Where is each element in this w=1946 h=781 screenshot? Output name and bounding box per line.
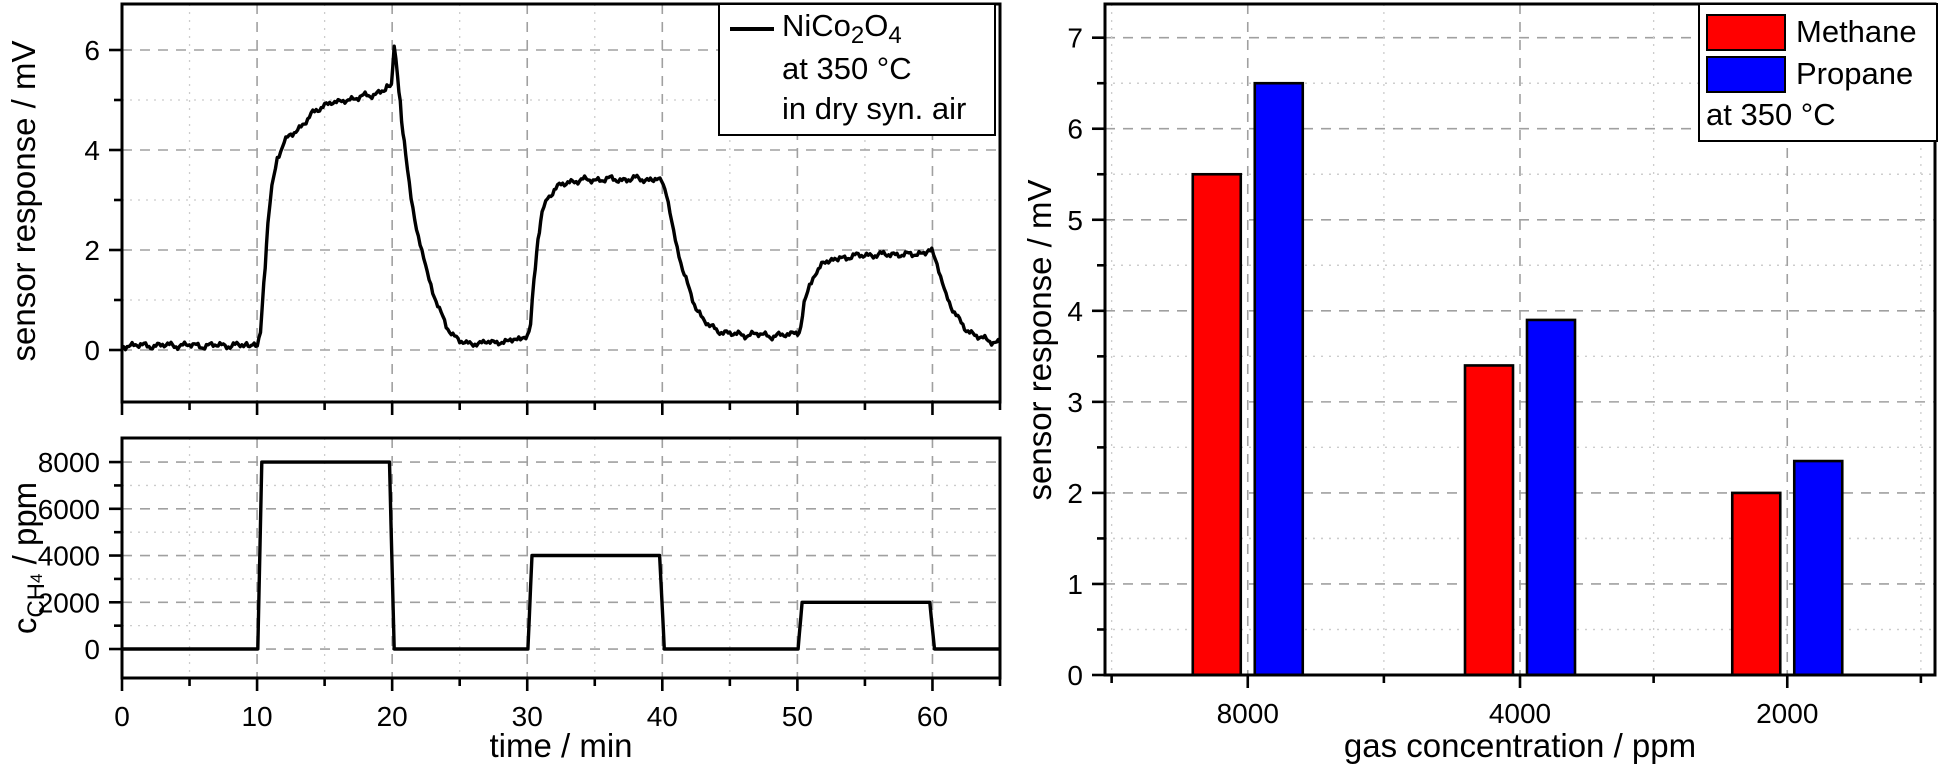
y-tick-label: 0 [1067,660,1083,691]
concentration-y-axis-label: cCH4 / ppm [6,403,50,713]
time-x-axis-label: time / min [489,727,633,764]
y-tick-label: 6 [84,35,100,66]
bar-y-axis-label: sensor response / mV [1021,179,1058,501]
y-axis-ticks: 0 2000 4000 6000 8000 [38,447,122,665]
x-axis-ticks: 8000 4000 2000 [1110,675,1923,729]
legend-material-label: NiCo2O4 [782,8,902,50]
y-tick-label: 4 [84,135,100,166]
legend-line-sample [730,27,774,31]
bar-methane-4000 [1463,364,1515,677]
y-tick-label: 3 [1067,387,1083,418]
plot-frame [120,2,1002,404]
y-axis-ticks: 0 1 2 3 4 5 6 7 [1067,23,1105,691]
x-tick-label: 50 [782,701,813,732]
bar-propane-4000 [1525,318,1577,677]
methane-label: Methane [1796,14,1917,49]
gridlines [122,438,1000,678]
material-part: O [864,7,889,43]
concentration-time-plot: 0 2000 4000 6000 8000 0 10 20 30 40 50 60 [38,436,1002,732]
y-tick-label: 2000 [38,587,100,618]
legend-methane-row: Methane [1706,11,1932,53]
conc-label-sub: CH [23,583,50,618]
y-tick-label: 4000 [38,541,100,572]
y-tick-label: 4 [1067,296,1083,327]
y-tick-label: 6000 [38,494,100,525]
y-tick-label: 1 [1067,569,1083,600]
x-tick-label: 30 [512,701,543,732]
y-tick-label: 8000 [38,447,100,478]
y-tick-label: 0 [84,634,100,665]
x-tick-label: 60 [917,701,948,732]
bar-chart-legend: Methane Propane at 350 °C [1698,3,1938,142]
y-tick-label: 7 [1067,23,1083,54]
material-sub: 4 [888,22,902,50]
y-tick-label: 2 [84,235,100,266]
bar-methane-8000 [1191,172,1243,677]
x-tick-label: 10 [241,701,272,732]
y-axis-ticks: 0 2 4 6 [84,35,122,366]
conc-label-subsub: 4 [27,573,46,583]
methane-color-swatch [1706,13,1786,51]
x-tick-label: 8000 [1217,698,1279,729]
bar-propane-8000 [1253,81,1305,677]
y-tick-label: 0 [84,335,100,366]
bar-methane-2000 [1730,491,1782,677]
response-plot-legend: NiCo2O4 at 350 °C in dry syn. air [718,3,996,136]
x-tick-label: 20 [377,701,408,732]
legend-atmosphere-label: in dry syn. air [782,91,967,126]
x-tick-label: 0 [114,701,130,732]
response_vs_time-series [122,44,1000,352]
x-tick-label: 2000 [1756,698,1818,729]
y-tick-label: 2 [1067,478,1083,509]
gas-concentration-bar-chart: 0 1 2 3 4 5 6 7 8000 4000 2000 [1067,2,1937,729]
bar-x-axis-label: gas concentration / ppm [1343,727,1697,764]
material-part: NiCo [782,7,851,43]
x-tick-label: 4000 [1489,698,1551,729]
material-sub: 2 [850,22,865,50]
bar-propane-2000 [1792,459,1844,677]
propane-color-swatch [1706,55,1786,93]
legend-series-row: NiCo2O4 [730,8,988,50]
conc-label-base: c [6,617,43,635]
x-axis-ticks [120,402,1002,415]
response-y-axis-label: sensor response / mV [5,40,42,362]
y-tick-label: 6 [1067,114,1083,145]
legend-temperature-label: at 350 °C [782,51,912,86]
legend-temperature-note: at 350 °C [1706,97,1836,132]
legend-propane-row: Propane [1706,53,1932,95]
y-tick-label: 5 [1067,205,1083,236]
concentration_vs_time-series [122,460,1000,651]
conc-label-unit: / ppm [6,481,43,574]
x-tick-label: 40 [647,701,678,732]
x-axis-ticks: 0 10 20 30 40 50 60 [114,678,1002,732]
propane-label: Propane [1796,56,1914,91]
plot-frame [120,436,1002,680]
